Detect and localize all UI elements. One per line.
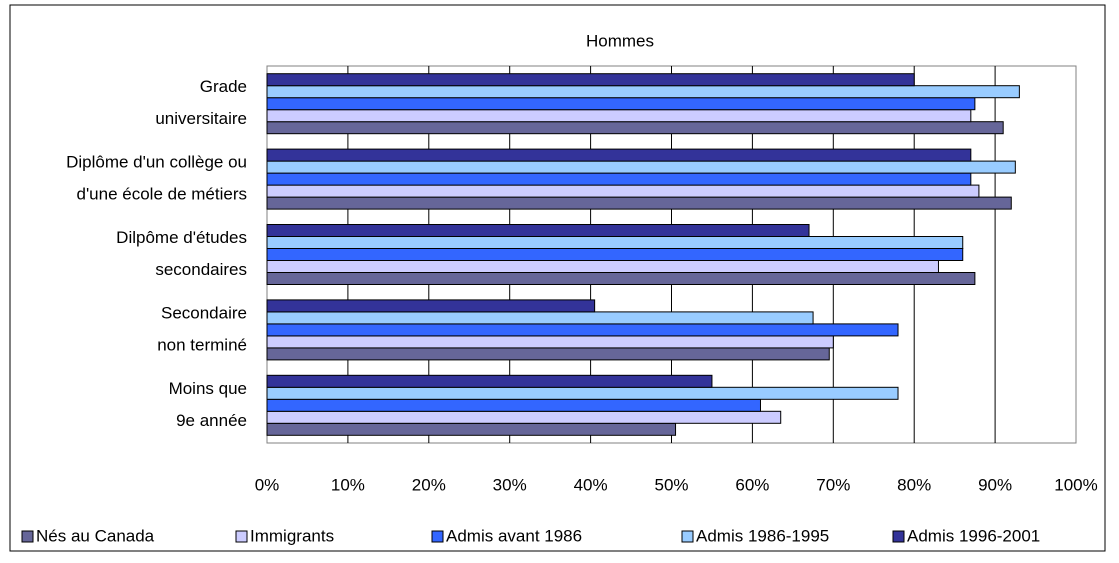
x-tick-label: 70% (816, 475, 850, 494)
y-tick-label: Moins que (169, 379, 247, 398)
legend-swatch (681, 530, 694, 543)
legend-swatch (235, 530, 248, 543)
bar (266, 299, 596, 313)
bar (266, 248, 964, 261)
bar (266, 335, 834, 349)
bar (266, 85, 1020, 99)
legend-label: Immigrants (250, 526, 334, 545)
x-tick-label: 100% (1054, 475, 1097, 494)
bar (266, 148, 972, 162)
bar (266, 311, 814, 325)
bar (266, 160, 1016, 174)
bar (266, 196, 1012, 210)
y-tick-label: Dilpôme d'études (116, 228, 247, 247)
legend-swatch (431, 530, 444, 543)
bar (266, 97, 976, 111)
x-tick-label: 80% (897, 475, 931, 494)
legend-label: Nés au Canada (36, 526, 155, 545)
bar (266, 410, 782, 424)
x-tick-label: 0% (255, 475, 280, 494)
x-tick-label: 40% (574, 475, 608, 494)
bar (266, 73, 915, 87)
legend-label: Admis avant 1986 (446, 526, 582, 545)
y-tick-label: Diplôme d'un collège ou (66, 153, 247, 172)
bar (266, 347, 830, 361)
legend-label: Admis 1996-2001 (907, 526, 1040, 545)
x-tick-label: 60% (735, 475, 769, 494)
y-tick-label: d'une école de métiers (76, 185, 247, 204)
legend-label: Admis 1986-1995 (696, 526, 829, 545)
bar (266, 109, 972, 123)
bar (266, 224, 810, 237)
bar (266, 422, 677, 436)
bar (266, 236, 964, 249)
y-tick-label: universitaire (155, 109, 247, 128)
y-tick-label: Secondaire (161, 303, 247, 322)
bar (266, 386, 899, 400)
y-tick-label: secondaires (155, 260, 247, 279)
x-tick-label: 90% (978, 475, 1012, 494)
legend-swatch (892, 530, 905, 543)
bar (266, 323, 899, 337)
bar (266, 172, 972, 186)
bar (266, 121, 1004, 135)
legend-swatch (21, 530, 34, 543)
y-tick-label: Grade (200, 77, 247, 96)
x-tick-label: 10% (331, 475, 365, 494)
bar (266, 260, 939, 273)
bar (266, 374, 713, 388)
bar (266, 398, 761, 412)
x-tick-label: 20% (412, 475, 446, 494)
y-tick-label: 9e année (176, 411, 247, 430)
x-tick-label: 50% (654, 475, 688, 494)
bar (266, 184, 980, 198)
chart-title: Hommes (586, 31, 654, 50)
x-tick-label: 30% (493, 475, 527, 494)
y-tick-label: non terminé (157, 335, 247, 354)
bar (266, 272, 976, 285)
